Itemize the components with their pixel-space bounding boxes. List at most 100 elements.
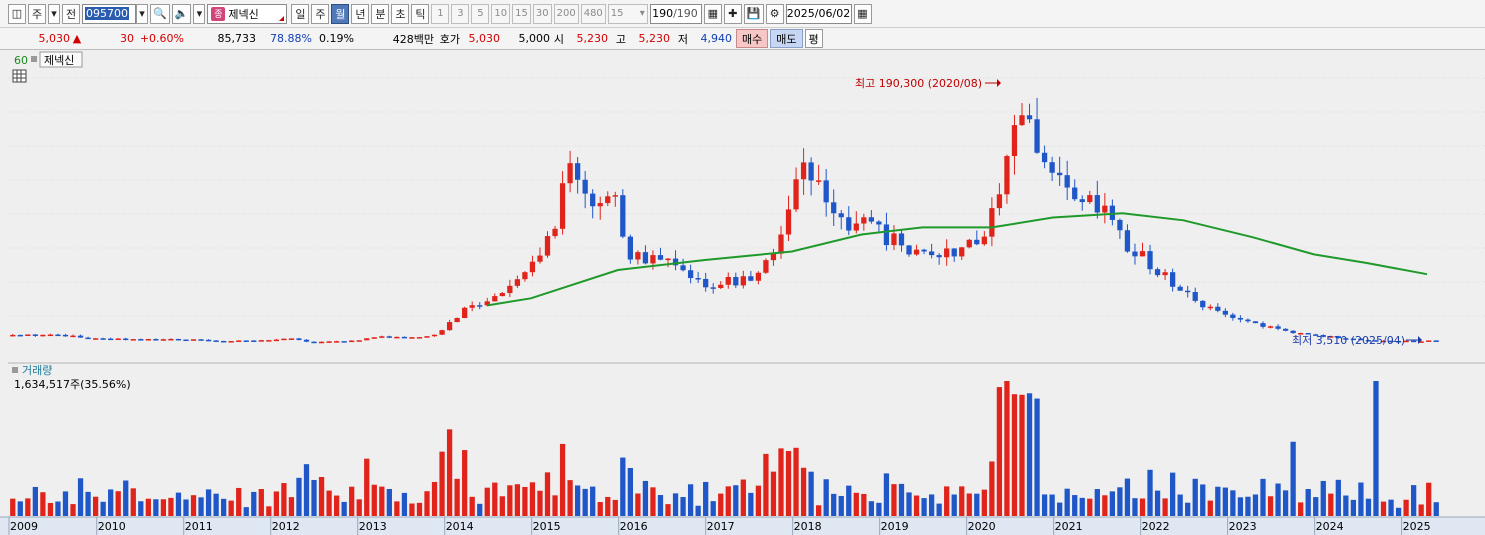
volume-bar [40, 492, 46, 516]
interval-button-1[interactable]: 1 [431, 3, 450, 24]
candle [1102, 205, 1108, 213]
volume-bar [1200, 484, 1206, 516]
candle [1426, 340, 1432, 342]
stock-code-input[interactable]: 095700 [82, 3, 136, 24]
candle [77, 335, 84, 338]
candle [928, 251, 935, 256]
date-input[interactable]: 2025/06/02 [785, 3, 852, 24]
volume-bar [1373, 381, 1379, 516]
volume-bar [936, 503, 942, 516]
interval-button-30[interactable]: 30 [532, 3, 552, 24]
candle [590, 193, 596, 207]
volume-bar [454, 478, 460, 516]
candle [492, 296, 498, 302]
candle [153, 339, 159, 341]
prev-button[interactable]: 전 [62, 3, 80, 24]
candle [258, 340, 264, 342]
candle [92, 338, 99, 340]
volume-bar [921, 498, 927, 516]
candle [1275, 326, 1281, 329]
interval-select[interactable]: 15 ▾ [607, 3, 648, 24]
volume-bar [1079, 497, 1085, 516]
volume-bar [47, 502, 54, 516]
speaker-icon[interactable]: 🔈 [171, 3, 192, 24]
search-icon[interactable]: 🔍 [150, 3, 170, 24]
candle [537, 255, 543, 262]
candle [891, 233, 897, 246]
volume-bar [439, 451, 445, 516]
chevron-down-icon[interactable]: ▾ [136, 3, 148, 24]
stock-name-field[interactable]: 종 제넥신 [207, 3, 288, 24]
interval-button-3[interactable]: 3 [451, 3, 470, 24]
interval-button-10[interactable]: 10 [491, 3, 511, 24]
volume-bar [25, 498, 31, 516]
candle [85, 337, 91, 340]
candle [1343, 338, 1349, 340]
bar-count-input[interactable]: 190/190 [649, 3, 702, 24]
volume-bar [612, 499, 618, 516]
candle [1019, 115, 1025, 126]
candle [477, 305, 483, 307]
candle [816, 180, 822, 182]
interval-button-200[interactable]: 200 [553, 3, 579, 24]
candle [221, 340, 227, 343]
stock-chart[interactable]: 60 제넥신 최고 190,300 (2020/08) 최저 3,510 (20… [0, 50, 1485, 535]
period-button-week[interactable]: 주 [311, 3, 330, 24]
candle [1109, 205, 1116, 220]
candle [1154, 269, 1161, 276]
buy-button[interactable]: 매수 [736, 29, 769, 48]
save-icon[interactable]: 💾 [743, 3, 764, 24]
volume-bar [1087, 498, 1093, 516]
volume-bar [1365, 498, 1372, 516]
period-button-minute[interactable]: 분 [371, 3, 390, 24]
candle [1049, 162, 1055, 173]
volume-bar [1335, 479, 1341, 516]
volume-bar [168, 497, 174, 516]
interval-button-480[interactable]: 480 [580, 3, 606, 24]
candle [710, 287, 716, 289]
chevron-down-icon[interactable]: ▾ [193, 3, 206, 24]
interval-button-15[interactable]: 15 [512, 3, 531, 24]
crosshair-icon[interactable]: ✚ [723, 3, 742, 24]
period-button-day[interactable]: 일 [291, 3, 310, 24]
period-button-second[interactable]: 초 [391, 3, 410, 24]
period-type-select[interactable]: 주 [28, 3, 46, 24]
volume-bar [243, 507, 249, 516]
table-icon[interactable] [12, 69, 27, 83]
candle [574, 163, 581, 180]
volume-bar [1154, 490, 1161, 516]
candle [25, 334, 31, 336]
calendar-icon[interactable]: ▦ [853, 3, 872, 24]
volume-bar [371, 484, 377, 516]
sell-button[interactable]: 매도 [770, 29, 803, 48]
amount: 428백만 [392, 32, 434, 46]
volume-bar [853, 492, 859, 516]
volume-bar [590, 486, 596, 516]
candle [770, 253, 777, 261]
candle [401, 336, 408, 339]
period-button-year[interactable]: 년 [351, 3, 370, 24]
candle [47, 334, 54, 337]
volume-bar [266, 506, 272, 516]
volume-bar [145, 498, 151, 516]
volume-bar [1358, 482, 1364, 516]
volume-bar [1290, 441, 1296, 516]
candle [755, 272, 762, 281]
period-button-month[interactable]: 월 [331, 3, 350, 24]
volume-bar [846, 485, 852, 516]
settings-grid-icon[interactable]: ▦ [703, 3, 722, 24]
candle [996, 194, 1003, 209]
average-button[interactable]: 평 [804, 29, 823, 48]
volume-bar [198, 497, 204, 516]
volume-bar [718, 493, 724, 516]
candle [333, 341, 340, 343]
interval-button-5[interactable]: 5 [471, 3, 490, 24]
volume-bar [1222, 487, 1228, 516]
volume-bar [1132, 498, 1138, 516]
window-icon[interactable]: ◫ [8, 3, 26, 24]
gear-icon[interactable]: ⚙ [765, 3, 784, 24]
quote-bar: 5,030 ▲ 30 +0.60% 85,733 78.88% 0.19% 42… [0, 28, 1485, 50]
period-button-tick[interactable]: 틱 [411, 3, 430, 24]
chevron-down-icon[interactable]: ▾ [48, 3, 60, 24]
x-axis-label: 2015 [533, 520, 561, 533]
